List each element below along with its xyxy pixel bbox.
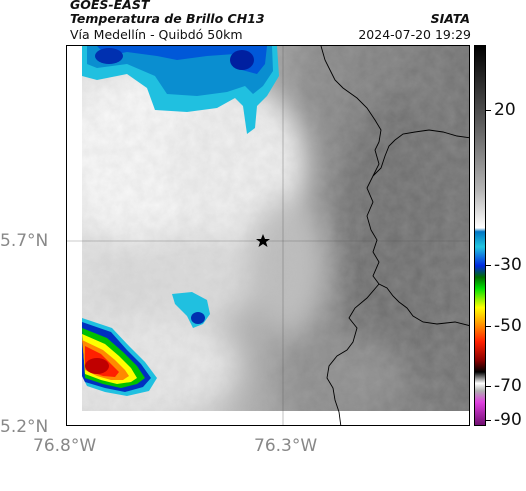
product-title: Temperatura de Brillo CH13 [70,11,265,26]
datetime-label: 2024-07-20 19:29 [358,27,471,42]
no-data-strip [67,411,469,425]
colorbar [474,45,486,426]
convective-cell [82,318,157,396]
admin-borders [320,46,469,425]
small-cold-cloud [172,292,210,328]
area-subtitle: Vía Medellín - Quibdó 50km [70,27,243,42]
lat-label-5-7: 5.7°N [0,231,49,251]
no-data-strip-left [67,46,82,425]
colorbar-label: -70 [494,376,522,396]
satellite-name: GOES-EAST [70,0,150,12]
colorbar-tick [486,265,491,266]
organization-label: SIATA [430,11,470,26]
satellite-map[interactable] [66,45,470,426]
map-canvas [67,46,469,425]
colorbar-label: -50 [494,316,522,336]
colorbar-tick [486,110,491,111]
colorbar-label: -30 [494,255,522,275]
lon-label-76-8: 76.8°W [33,436,97,456]
colorbar-tick [486,326,491,327]
lon-label-76-3: 76.3°W [254,436,318,456]
cold-cloud-top [82,46,279,134]
colorbar-label: -90 [494,410,522,430]
colorbar-tick [486,386,491,387]
star-icon[interactable] [256,234,270,247]
lat-label-5-2: 5.2°N [0,417,49,437]
colorbar-label: 20 [494,100,516,120]
colorbar-tick [486,420,491,421]
